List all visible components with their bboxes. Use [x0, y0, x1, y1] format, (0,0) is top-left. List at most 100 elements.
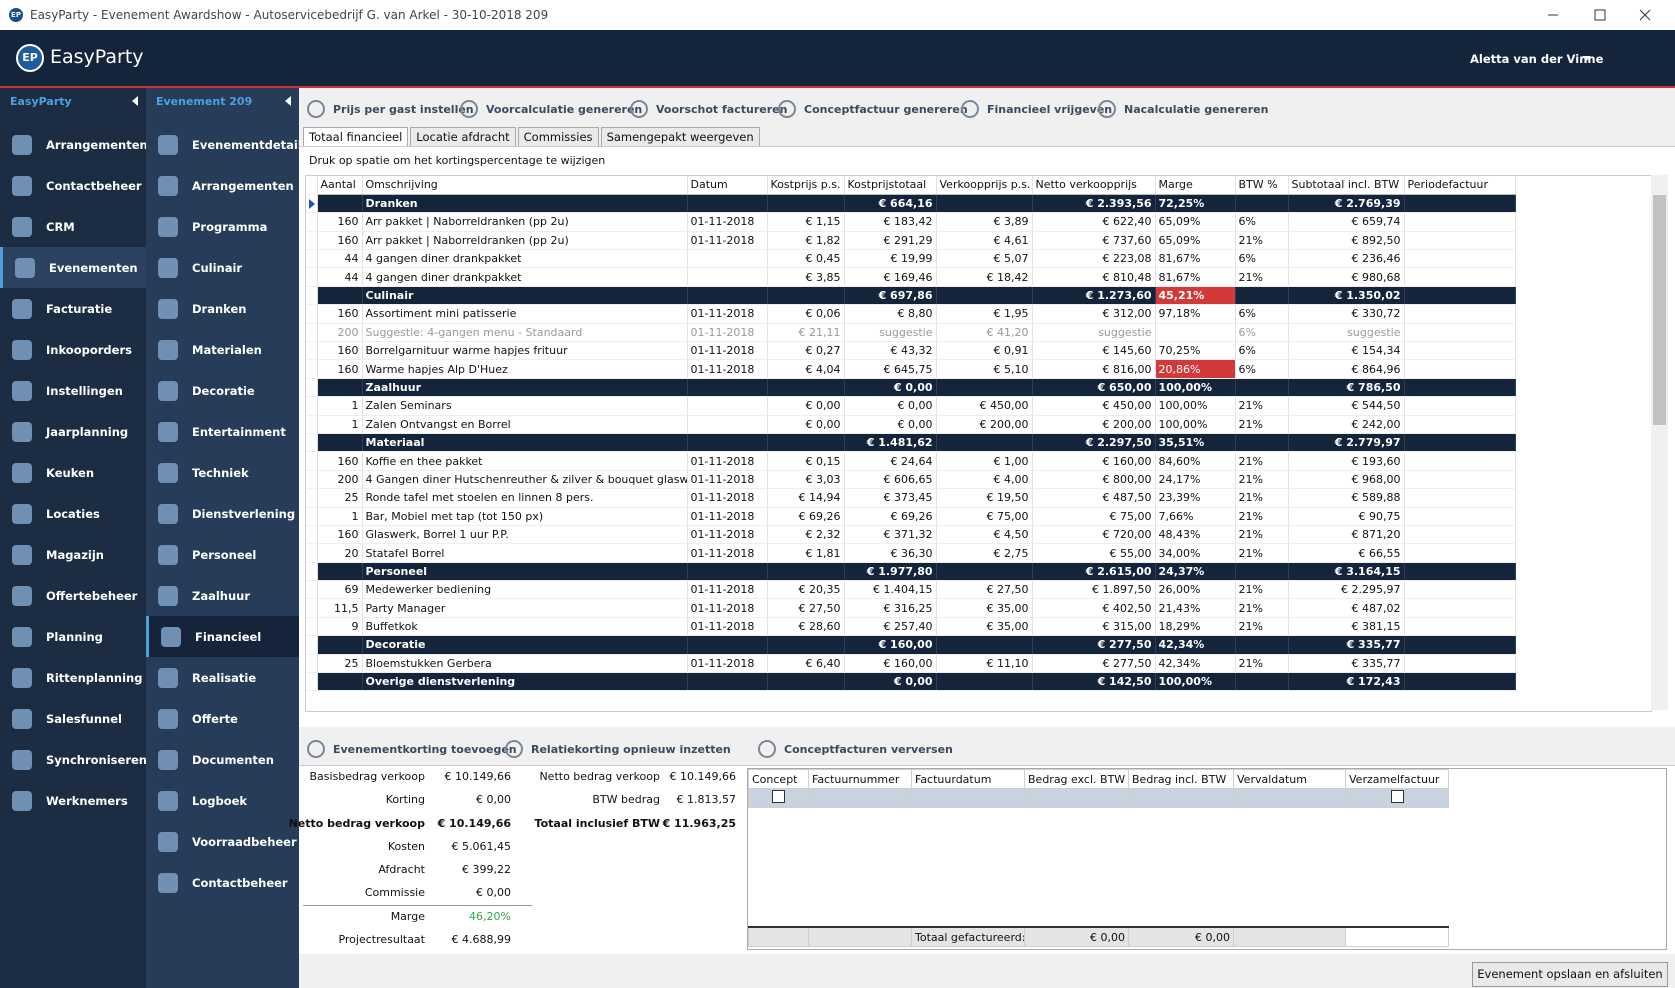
app-icon: EP — [9, 8, 23, 22]
nav-item[interactable]: Materialen — [146, 329, 299, 370]
nav-item[interactable]: Decoratie — [146, 370, 299, 411]
column-header[interactable]: Vervaldatum — [1233, 769, 1346, 789]
cell — [1404, 267, 1516, 287]
checkbox[interactable] — [1390, 790, 1404, 803]
column-header[interactable]: Kostprijs p.s. — [767, 176, 845, 195]
toolbar-button[interactable]: Relatiekorting opnieuw inzetten — [505, 740, 731, 758]
nav-item[interactable]: CRM — [0, 206, 146, 247]
nav-item[interactable]: Voorraadbeheer — [146, 821, 299, 862]
nav-item[interactable]: Evenementdetails — [146, 124, 309, 165]
nav-item[interactable]: Offertebeheer — [0, 575, 146, 616]
column-header[interactable]: Kostprijstotaal — [844, 176, 937, 195]
nav-item[interactable]: Contactbeheer — [0, 165, 146, 206]
row-indicator — [306, 580, 318, 600]
nav-item[interactable]: Instellingen — [0, 370, 146, 411]
nav-item[interactable]: Werknemers — [0, 780, 146, 821]
cell: € 4,61 — [936, 231, 1033, 251]
column-header[interactable]: Datum — [687, 176, 768, 195]
checkbox[interactable] — [772, 790, 785, 803]
column-header[interactable]: Bedrag incl. BTW — [1128, 769, 1234, 789]
nav-item[interactable]: Keuken — [0, 452, 146, 493]
tab[interactable]: Totaal financieel — [303, 127, 409, 147]
tab[interactable]: Locatie afdracht — [410, 127, 516, 147]
cell: 21% — [1235, 267, 1289, 287]
cell: 21% — [1235, 415, 1289, 434]
nav-item[interactable]: Logboek — [146, 780, 299, 821]
column-header[interactable]: Aantal — [317, 176, 363, 195]
cell — [1235, 672, 1289, 692]
nav-item[interactable]: Documenten — [146, 739, 299, 780]
nav-header[interactable]: Evenement 209 — [156, 95, 253, 108]
column-header[interactable]: Netto verkoopprijs — [1032, 176, 1156, 195]
column-header[interactable]: Periodefactuur — [1404, 176, 1516, 195]
cell: € 1,81 — [767, 543, 845, 563]
toolbar-button[interactable]: Financieel vrijgeven — [961, 100, 1112, 118]
save-button[interactable]: Evenement opslaan en afsluiten — [1472, 962, 1668, 987]
nav-item[interactable]: Arrangementen — [0, 124, 148, 165]
nav-item[interactable]: Entertainment — [146, 411, 299, 452]
cell: € 41,20 — [936, 323, 1033, 343]
cell: Suggestie: 4-gangen menu - Standaard — [362, 323, 688, 343]
nav-item[interactable]: Arrangementen — [146, 165, 299, 206]
footer-value: € 0,00 — [1024, 926, 1129, 947]
toolbar-button[interactable]: Conceptfacturen verversen — [758, 740, 953, 758]
toolbar-button[interactable]: Voorcalculatie genereren — [460, 100, 642, 118]
nav-icon — [158, 667, 178, 688]
nav-item[interactable]: Inkooporders — [0, 329, 146, 370]
row-indicator — [306, 433, 318, 453]
column-header[interactable]: Factuurnummer — [808, 769, 912, 789]
nav-item[interactable]: Offerte — [146, 698, 299, 739]
nav-item[interactable]: Synchroniseren — [0, 739, 147, 780]
user-menu[interactable]: Aletta van der Vinne — [1470, 52, 1604, 66]
nav-item[interactable]: Rittenplanning — [0, 657, 146, 698]
nav-label: Voorraadbeheer — [192, 834, 297, 849]
tab[interactable]: Commissies — [517, 127, 599, 147]
nav-item[interactable]: Salesfunnel — [0, 698, 146, 739]
nav-item[interactable]: Culinair — [146, 247, 299, 288]
nav-item[interactable]: Locaties — [0, 493, 146, 534]
toolbar-button[interactable]: Nacalculatie genereren — [1098, 100, 1268, 118]
column-header[interactable]: Concept — [748, 769, 809, 789]
scroll-thumb[interactable] — [1653, 195, 1666, 425]
nav-item[interactable]: Realisatie — [146, 657, 299, 698]
nav-item[interactable]: Programma — [146, 206, 299, 247]
cell: € 1,95 — [936, 304, 1033, 324]
nav-item[interactable]: Techniek — [146, 452, 299, 493]
column-header[interactable]: Factuurdatum — [911, 769, 1025, 789]
footer-label: Totaal gefactureerd: — [911, 926, 1025, 947]
nav-item[interactable]: Dranken — [146, 288, 299, 329]
nav-label: Entertainment — [192, 424, 286, 439]
nav-item[interactable]: Jaarplanning — [0, 411, 146, 452]
tab[interactable]: Samengepakt weergeven — [600, 127, 760, 147]
toolbar-button[interactable]: Evenementkorting toevoegen — [307, 740, 517, 758]
cell — [317, 433, 363, 453]
nav-item[interactable]: Financieel — [146, 616, 299, 657]
nav-header[interactable]: EasyParty — [10, 95, 72, 108]
nav-item[interactable]: Contactbeheer — [146, 862, 299, 903]
suggestion-row: 200 Suggestie: 4-gangen menu - Standaard 0… — [306, 323, 1516, 343]
column-header[interactable]: Omschrijving — [362, 176, 688, 195]
column-header[interactable]: Bedrag excl. BTW — [1024, 769, 1129, 789]
toolbar-button[interactable]: Voorschot factureren — [630, 100, 787, 118]
nav-item[interactable]: Facturatie — [0, 288, 146, 329]
column-header[interactable]: Verkoopprijs p.s. — [936, 176, 1033, 195]
toolbar-button[interactable]: Conceptfactuur genereren — [778, 100, 968, 118]
nav-item[interactable]: Magazijn — [0, 534, 146, 575]
nav-item[interactable]: Evenementen — [0, 247, 146, 288]
cell: suggestie — [1288, 323, 1405, 343]
nav-item[interactable]: Personeel — [146, 534, 299, 575]
nav-item[interactable]: Planning — [0, 616, 146, 657]
row-indicator — [306, 396, 318, 416]
nav-item[interactable]: Zaalhuur — [146, 575, 299, 616]
cell: 6% — [1235, 341, 1289, 361]
window-controls[interactable] — [1540, 0, 1675, 30]
scrollbar[interactable] — [1651, 175, 1668, 710]
column-header[interactable]: Marge — [1155, 176, 1236, 195]
nav-item[interactable]: Dienstverlening — [146, 493, 299, 534]
invoice-panel: Concept Factuurnummer Factuurdatum Bedrag e… — [747, 768, 1667, 950]
column-header[interactable]: Verzamelfactuur — [1345, 769, 1449, 789]
toolbar-button[interactable]: Prijs per gast instellen — [307, 100, 474, 118]
column-header[interactable]: BTW % — [1235, 176, 1289, 195]
cell: 23,39% — [1155, 488, 1236, 508]
column-header[interactable]: Subtotaal incl. BTW — [1288, 176, 1405, 195]
